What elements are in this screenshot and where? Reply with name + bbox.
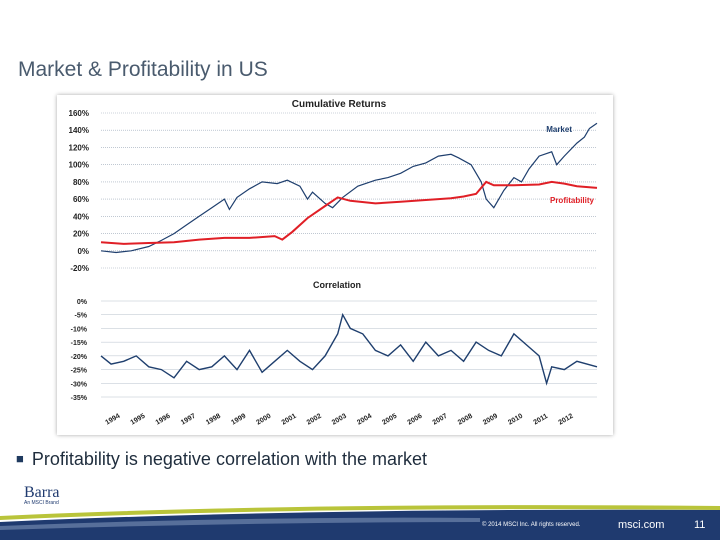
returns-series-labels: Market Profitability bbox=[546, 125, 594, 205]
correlation-x-tick-label: 2010 bbox=[507, 413, 524, 427]
correlation-x-tick-label: 2005 bbox=[381, 413, 398, 427]
correlation-x-tick-label: 1994 bbox=[104, 413, 121, 427]
correlation-y-tick-label: -35% bbox=[71, 395, 88, 402]
returns-series bbox=[100, 122, 598, 254]
footer-swoosh-green bbox=[0, 505, 720, 520]
correlation-x-tick-label: 2009 bbox=[482, 413, 499, 427]
page-number: 11 bbox=[694, 519, 706, 531]
correlation-x-tick-label: 2000 bbox=[255, 413, 272, 427]
market-series-label: Market bbox=[546, 125, 572, 134]
returns-y-tick-label: 100% bbox=[69, 161, 89, 170]
footer-website: msci.com bbox=[618, 519, 665, 531]
returns-y-tick-label: 20% bbox=[73, 230, 89, 239]
profitability-series-label: Profitability bbox=[550, 196, 595, 205]
returns-y-tick-label: 160% bbox=[69, 109, 89, 118]
chart-canvas: 160% 140% 120% 100% 80% 60% 40% 20% 0% -20% Cumul… bbox=[69, 99, 598, 427]
correlation-y-tick-label: -5% bbox=[75, 313, 88, 320]
correlation-y-tick-label: -30% bbox=[71, 381, 88, 388]
returns-y-tick-label: 80% bbox=[73, 178, 89, 187]
correlation-gridlines bbox=[101, 300, 597, 398]
returns-y-tick-label: -20% bbox=[70, 264, 89, 273]
profitability-line bbox=[100, 180, 598, 245]
returns-gridlines bbox=[101, 112, 597, 269]
correlation-y-tick-labels: 0% -5% -10% -15% -20% -25% -30% -35% bbox=[71, 299, 88, 402]
correlation-x-tick-label: 2007 bbox=[432, 413, 449, 427]
correlation-x-tick-label: 2011 bbox=[533, 413, 550, 427]
correlation-chart-title: Correlation bbox=[313, 280, 361, 290]
correlation-x-tick-label: 1998 bbox=[205, 413, 222, 427]
returns-chart-title: Cumulative Returns bbox=[292, 99, 387, 110]
correlation-x-tick-label: 2003 bbox=[331, 413, 348, 427]
returns-y-tick-labels: 160% 140% 120% 100% 80% 60% 40% 20% 0% -20% bbox=[69, 109, 89, 273]
barra-logo: Barra An MSCI Brand bbox=[24, 484, 60, 506]
returns-y-tick-label: 40% bbox=[73, 212, 89, 221]
correlation-y-tick-label: -20% bbox=[71, 354, 88, 361]
returns-y-tick-label: 0% bbox=[77, 247, 89, 256]
bullet-text: Profitability is negative correlation wi… bbox=[31, 449, 428, 469]
footer-band bbox=[0, 505, 720, 540]
returns-y-tick-label: 60% bbox=[73, 195, 89, 204]
correlation-y-tick-label: 0% bbox=[77, 299, 88, 306]
logo-name: Barra bbox=[24, 484, 60, 501]
correlation-x-tick-label: 2002 bbox=[306, 413, 323, 427]
correlation-line bbox=[100, 312, 598, 386]
footer-copyright: © 2014 MSCI Inc. All rights reserved. bbox=[482, 522, 581, 528]
correlation-x-tick-label: 1997 bbox=[180, 413, 197, 427]
chart-panel: 160% 140% 120% 100% 80% 60% 40% 20% 0% -20% Cumul… bbox=[57, 95, 613, 435]
correlation-x-tick-label: 2001 bbox=[281, 413, 298, 427]
correlation-x-tick-label: 1995 bbox=[130, 413, 147, 427]
correlation-x-tick-label: 1996 bbox=[155, 413, 172, 427]
correlation-x-tick-label: 2008 bbox=[457, 413, 474, 427]
correlation-y-tick-label: -10% bbox=[71, 326, 88, 333]
bullet-point: ■ Profitability is negative correlation w… bbox=[16, 449, 427, 470]
bullet-square-icon: ■ bbox=[16, 451, 24, 466]
footer-swoosh-blue bbox=[0, 509, 720, 540]
logo-subtitle: An MSCI Brand bbox=[24, 500, 59, 506]
returns-y-tick-label: 140% bbox=[69, 126, 89, 135]
correlation-x-tick-label: 1999 bbox=[230, 413, 247, 427]
correlation-series bbox=[100, 312, 598, 386]
correlation-x-tick-labels: 1994 1995 1996 1997 1998 1999 2000 2001 2002 2003… bbox=[104, 413, 574, 427]
correlation-y-tick-label: -15% bbox=[71, 340, 88, 347]
correlation-x-tick-label: 2006 bbox=[406, 413, 423, 427]
market-line bbox=[100, 122, 598, 254]
correlation-x-tick-label: 2004 bbox=[356, 413, 373, 427]
returns-y-tick-label: 120% bbox=[69, 143, 89, 152]
correlation-x-tick-label: 2012 bbox=[558, 413, 575, 427]
slide-title: Market & Profitability in US bbox=[18, 58, 268, 81]
correlation-y-tick-label: -25% bbox=[71, 368, 88, 375]
footer-swoosh-light bbox=[0, 517, 480, 530]
